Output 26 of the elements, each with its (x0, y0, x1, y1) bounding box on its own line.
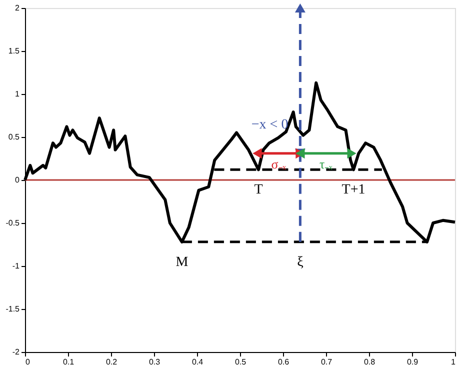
x-tick-label: 0.9 (406, 358, 419, 366)
y-tick-label: -1 (12, 262, 20, 270)
annotation: ξ (297, 254, 304, 270)
x-tick-label: 0.8 (364, 358, 376, 366)
x-tick-label: 1 (451, 358, 456, 366)
x-tick-label: 0 (26, 358, 30, 366)
y-tick-label: 0.5 (8, 132, 20, 142)
x-tick-label: 0.7 (320, 358, 333, 366)
y-tick-label: -2 (12, 348, 20, 356)
annotation: M (176, 254, 189, 270)
annotation: T (254, 182, 264, 198)
x-tick-label: 0.1 (62, 358, 75, 366)
series-label: σ₋ₓ (271, 156, 286, 172)
y-tick-label: -1.5 (6, 304, 20, 314)
annotation: T+1 (342, 182, 366, 198)
series-label: τ₋ₓ (320, 156, 333, 172)
y-tick-label: 2 (15, 4, 20, 12)
x-tick-label: 0.3 (148, 358, 161, 366)
y-tick-label: -0.5 (6, 218, 20, 228)
y-tick-label: 0 (15, 176, 20, 184)
x-tick-label: 0.6 (278, 358, 290, 366)
y-tick-label: 1 (15, 90, 20, 98)
x-tick-label: 0.2 (106, 358, 118, 366)
x-tick-label: 0.4 (192, 358, 204, 366)
y-tick-label: 1.5 (8, 46, 20, 56)
x-tick-label: 0.5 (234, 358, 247, 366)
